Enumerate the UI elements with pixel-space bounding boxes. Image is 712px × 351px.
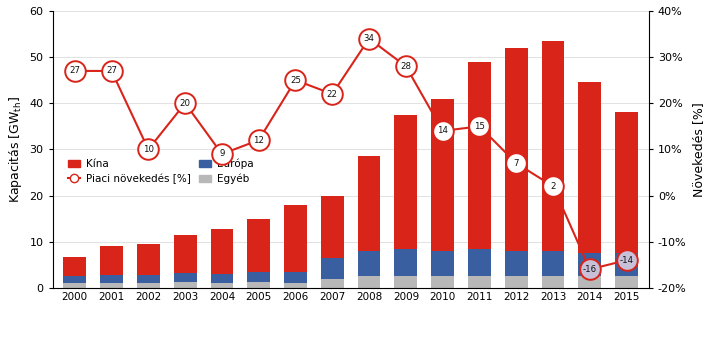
Bar [357, 251, 380, 276]
Text: 2: 2 [550, 182, 556, 191]
Point [437, 128, 449, 134]
Point [142, 147, 154, 152]
Bar [505, 276, 528, 288]
Bar [357, 276, 380, 288]
Y-axis label: Kapacitás [GW$_{\mathregular{th}}$]: Kapacitás [GW$_{\mathregular{th}}$] [7, 96, 24, 203]
Bar [394, 276, 417, 288]
Bar [247, 282, 270, 288]
Y-axis label: Növekedés [%]: Növekedés [%] [692, 102, 705, 197]
Bar [468, 249, 491, 276]
Bar [137, 283, 159, 288]
Text: 12: 12 [253, 135, 264, 145]
Legend: Kína, Piaci növekedés [%], Európa, Egyéb: Kína, Piaci növekedés [%], Európa, Egyéb [64, 155, 258, 188]
Bar [615, 276, 638, 288]
Point [106, 68, 117, 74]
Text: 27: 27 [106, 66, 117, 75]
Bar [100, 246, 123, 275]
Bar [137, 244, 159, 275]
Point [363, 36, 375, 41]
Bar [63, 257, 86, 276]
Bar [468, 62, 491, 249]
Bar [174, 273, 197, 282]
Point [511, 160, 522, 166]
Point [253, 137, 264, 143]
Text: 14: 14 [437, 126, 448, 135]
Point [327, 91, 338, 97]
Bar [505, 48, 528, 251]
Bar [578, 253, 601, 276]
Bar [321, 279, 344, 288]
Bar [357, 156, 380, 251]
Bar [468, 276, 491, 288]
Bar [578, 276, 601, 288]
Text: 25: 25 [290, 76, 301, 85]
Text: -16: -16 [583, 265, 597, 274]
Bar [394, 115, 417, 249]
Bar [247, 219, 270, 272]
Bar [284, 205, 307, 272]
Text: 7: 7 [513, 159, 519, 168]
Point [400, 64, 412, 69]
Bar [100, 275, 123, 283]
Bar [211, 274, 234, 283]
Text: 20: 20 [179, 99, 191, 108]
Bar [284, 272, 307, 283]
Text: 27: 27 [69, 66, 80, 75]
Text: 15: 15 [474, 122, 485, 131]
Bar [321, 258, 344, 279]
Text: 22: 22 [327, 90, 337, 99]
Text: 28: 28 [400, 62, 412, 71]
Text: -14: -14 [619, 256, 634, 265]
Bar [63, 276, 86, 283]
Bar [505, 251, 528, 276]
Bar [615, 112, 638, 253]
Bar [431, 99, 454, 251]
Bar [174, 282, 197, 288]
Bar [284, 283, 307, 288]
Text: 9: 9 [219, 150, 224, 159]
Point [584, 266, 595, 272]
Bar [394, 249, 417, 276]
Text: 10: 10 [143, 145, 154, 154]
Bar [321, 196, 344, 258]
Bar [211, 229, 234, 274]
Bar [578, 82, 601, 253]
Text: 34: 34 [364, 34, 375, 43]
Point [216, 151, 228, 157]
Point [290, 77, 301, 83]
Bar [137, 275, 159, 283]
Bar [431, 276, 454, 288]
Bar [542, 276, 565, 288]
Point [69, 68, 80, 74]
Bar [542, 251, 565, 276]
Point [548, 184, 559, 189]
Point [473, 124, 485, 129]
Bar [615, 253, 638, 276]
Bar [100, 283, 123, 288]
Point [179, 100, 191, 106]
Bar [431, 251, 454, 276]
Point [621, 257, 632, 263]
Bar [247, 272, 270, 282]
Bar [174, 235, 197, 273]
Bar [542, 41, 565, 251]
Bar [211, 283, 234, 288]
Bar [63, 283, 86, 288]
